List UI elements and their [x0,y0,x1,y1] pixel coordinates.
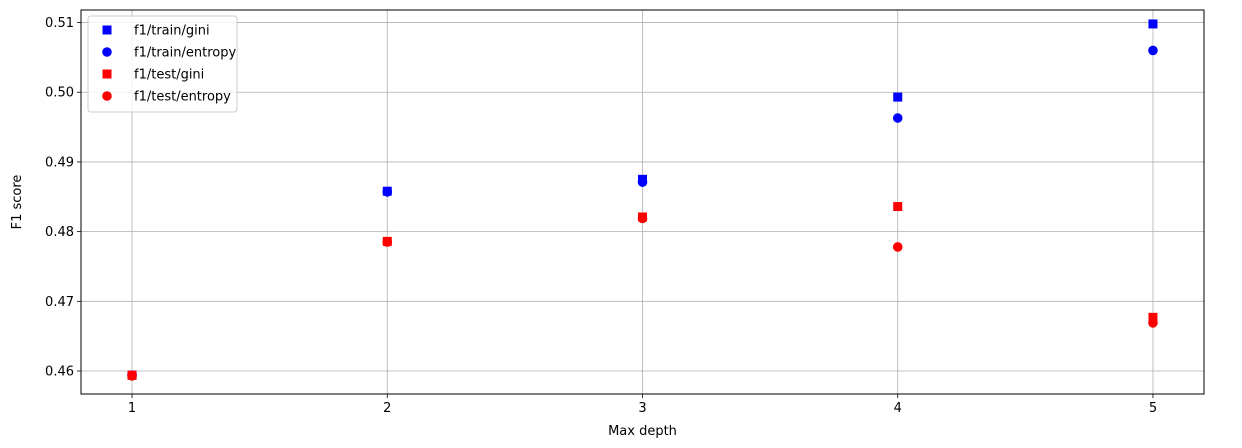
y-tick-label: 0.49 [45,155,74,170]
x-tick-label: 1 [128,401,136,416]
data-point [1148,318,1158,328]
x-tick-label: 4 [894,401,902,416]
data-point [1148,19,1158,29]
x-axis-label: Max depth [608,424,677,439]
legend-box [87,15,238,113]
data-point [637,177,648,187]
legend-marker [102,25,112,35]
data-point [893,92,903,102]
data-point [1148,312,1158,322]
data-point [382,187,393,197]
data-point [1148,45,1158,56]
y-axis-label: F1 score [10,175,25,230]
legend-marker [102,69,112,79]
axis-ticks: 1 2 3 4 5 0.46 0.47 0.48 0.49 0.50 0.51 [45,16,1157,416]
legend-entry: f1/test/entropy [134,90,231,105]
data-point [382,237,393,247]
data-marks [127,19,1158,381]
legend: f1/train/gini f1/train/entropy f1/test/gin… [87,15,238,113]
x-tick-label: 3 [638,401,646,416]
grid [81,10,1204,394]
legend-entry: f1/train/entropy [134,46,236,61]
y-tick-label: 0.46 [45,365,74,380]
y-tick-label: 0.48 [45,225,74,240]
data-point [892,113,903,123]
legend-marker [102,47,112,57]
x-tick-label: 5 [1149,401,1157,416]
y-tick-label: 0.51 [45,16,74,31]
x-tick-label: 2 [383,401,391,416]
data-point [637,213,648,224]
data-point [127,371,137,381]
series-f1-test-entropy [127,213,1158,381]
legend-entry: f1/train/gini [134,24,210,39]
legend-marker [102,91,112,101]
y-tick-label: 0.47 [45,295,74,310]
data-point [893,202,903,212]
y-tick-label: 0.50 [45,86,74,101]
data-point [892,242,903,252]
legend-entry: f1/test/gini [134,68,204,83]
